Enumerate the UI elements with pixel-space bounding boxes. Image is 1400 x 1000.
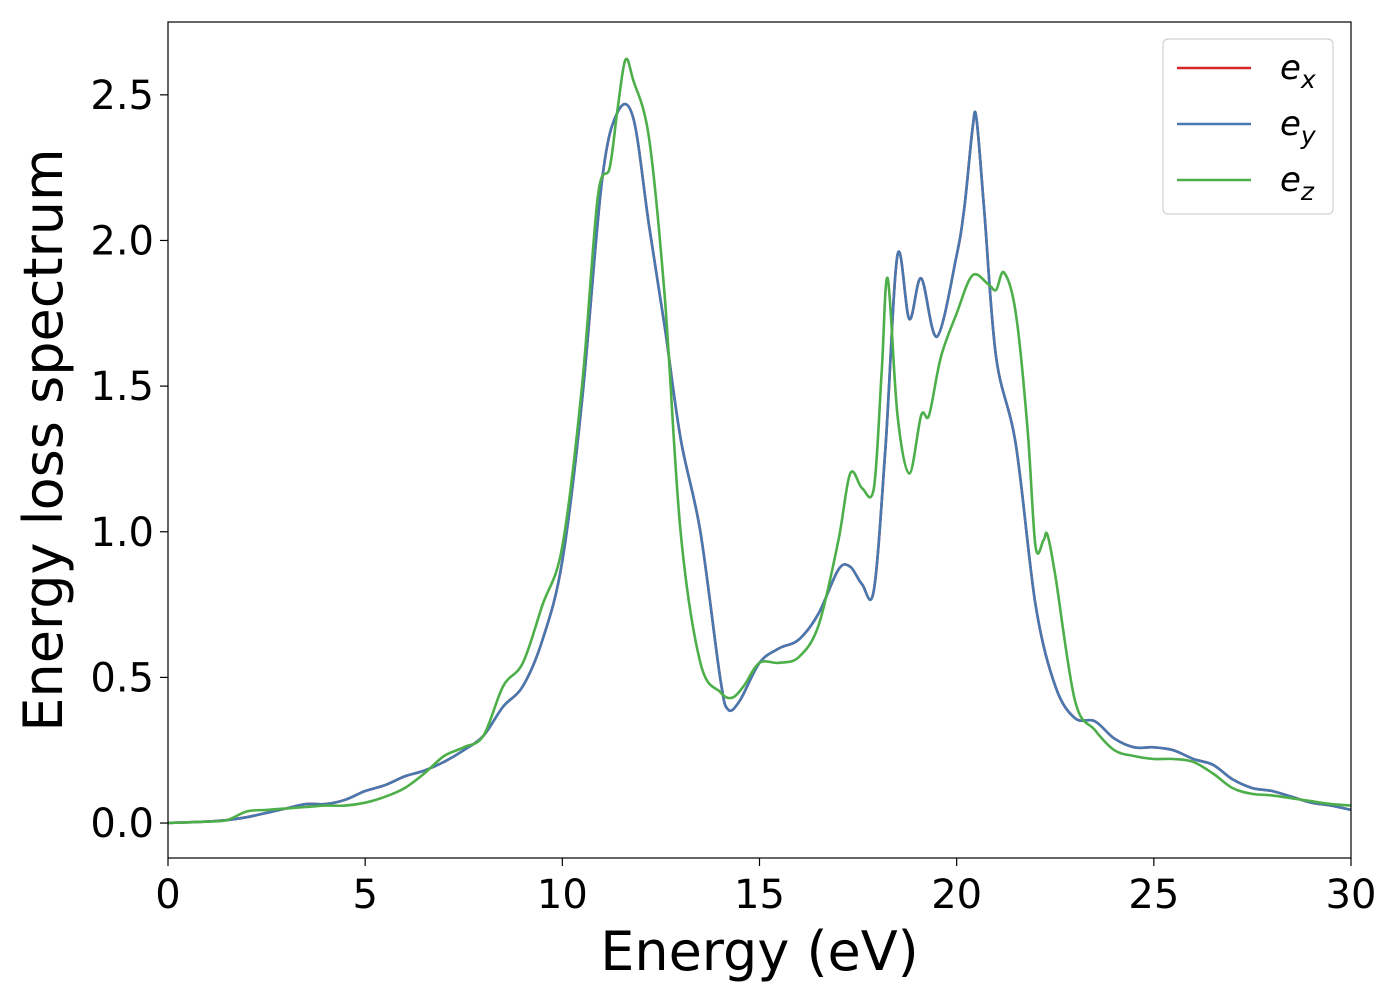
series-line-ez [167,57,1352,825]
y-tick-label: 2.0 [90,218,154,264]
x-tick-label: 5 [352,872,377,918]
y-tick-label: 0.5 [90,655,154,701]
x-axis-label: Energy (eV) [600,920,919,983]
y-axis-label: Energy loss spectrum [12,148,75,731]
legend-label-ez: ez [1280,160,1315,206]
x-tick-label: 25 [1128,872,1179,918]
x-tick-label: 15 [734,872,785,918]
y-tick-label: 1.5 [90,364,154,410]
y-axis-ticks: 0.0 0.5 1.0 1.5 2.0 2.5 [90,73,168,847]
x-tick-label: 10 [537,872,588,918]
legend-label-ey: ey [1280,104,1317,150]
x-tick-label: 0 [155,872,180,918]
legend: ex ey ez [1162,38,1334,215]
y-tick-label: 1.0 [90,510,154,556]
plot-background [168,22,1351,858]
y-tick-label: 2.5 [90,73,154,119]
x-tick-label: 20 [931,872,982,918]
legend-label-ex: ex [1280,48,1316,94]
legend-items: ex ey ez [1177,48,1317,206]
legend-box [1162,38,1334,215]
series-layer [167,57,1352,825]
x-axis-ticks: 0 5 10 15 20 25 30 [155,858,1376,918]
y-tick-label: 0.0 [90,801,154,847]
x-tick-label: 30 [1326,872,1377,918]
